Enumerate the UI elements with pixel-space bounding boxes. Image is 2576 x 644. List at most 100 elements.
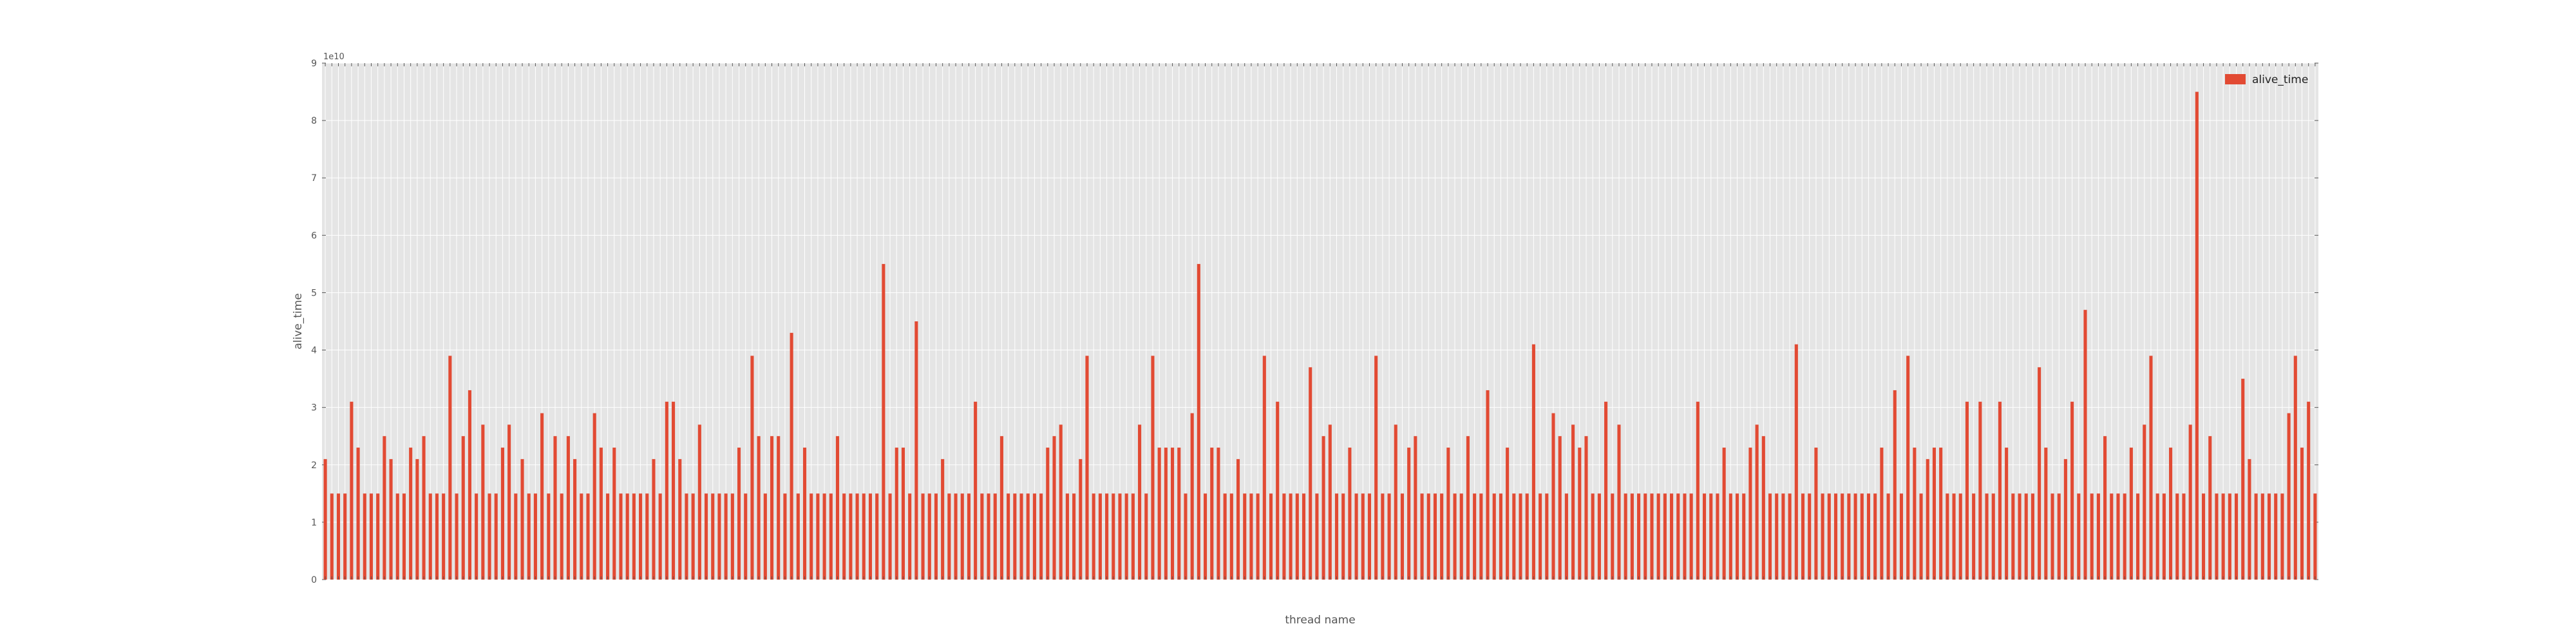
bar — [468, 390, 471, 580]
bar — [2103, 436, 2107, 580]
bar — [737, 448, 741, 580]
bar — [1551, 413, 1555, 580]
y-axis-label: alive_time — [292, 293, 305, 349]
bar — [520, 459, 524, 580]
bar — [1531, 344, 1535, 580]
bar — [455, 493, 459, 580]
bar — [2143, 424, 2146, 580]
bar — [704, 493, 708, 580]
bar — [822, 493, 826, 580]
bar — [1144, 493, 1148, 580]
bar — [1032, 493, 1036, 580]
bar — [1190, 413, 1194, 580]
bar — [2038, 367, 2041, 580]
bar — [1282, 493, 1286, 580]
bar — [1400, 493, 1405, 580]
bar — [1348, 448, 1352, 580]
bar — [993, 493, 997, 580]
bar — [1604, 401, 1608, 580]
bar — [2096, 493, 2100, 580]
bar — [1262, 355, 1266, 580]
bar — [1564, 493, 1568, 580]
bar — [685, 493, 688, 580]
bar — [2110, 493, 2114, 580]
bar — [1479, 493, 1483, 580]
legend-swatch — [2225, 74, 2246, 84]
bar — [1683, 493, 1687, 580]
bar — [415, 459, 419, 580]
bar — [901, 448, 905, 580]
bar — [1913, 448, 1917, 580]
bar — [330, 493, 334, 580]
bar — [507, 424, 511, 580]
bar — [2287, 413, 2291, 580]
legend-label: alive_time — [2252, 73, 2308, 86]
bar — [1539, 493, 1542, 580]
bar — [777, 436, 781, 580]
bar — [947, 493, 951, 580]
bar — [1788, 493, 1792, 580]
bar — [1506, 448, 1510, 580]
bar — [1105, 493, 1109, 580]
bar — [606, 493, 610, 580]
bar — [2024, 493, 2028, 580]
bar — [796, 493, 800, 580]
bar — [2044, 448, 2048, 580]
bar — [2215, 493, 2219, 580]
bar — [2090, 493, 2094, 580]
bar — [1256, 493, 1260, 580]
bar — [1059, 424, 1063, 580]
bar — [1919, 493, 1923, 580]
bar — [652, 459, 656, 580]
bar — [1801, 493, 1805, 580]
bar — [790, 332, 793, 580]
bar — [560, 493, 564, 580]
bar — [1519, 493, 1522, 580]
bar — [1696, 401, 1700, 580]
bar — [1965, 401, 1969, 580]
bar — [2070, 401, 2074, 580]
bar — [2031, 493, 2034, 580]
bar — [1269, 493, 1273, 580]
bar — [573, 459, 577, 580]
bar — [835, 436, 840, 580]
bar — [960, 493, 964, 580]
bar — [783, 493, 787, 580]
bar — [711, 493, 715, 580]
bar — [1499, 493, 1502, 580]
bar — [1702, 493, 1707, 580]
bar — [1394, 424, 1397, 580]
bar — [1663, 493, 1667, 580]
bar — [1433, 493, 1437, 580]
bar — [1453, 493, 1457, 580]
bar — [1007, 493, 1010, 580]
bar — [1709, 493, 1713, 580]
bar — [1656, 493, 1660, 580]
bar — [442, 493, 446, 580]
bar — [533, 493, 537, 580]
bar — [592, 413, 596, 580]
bar — [1019, 493, 1023, 580]
bar — [2241, 379, 2245, 580]
bar — [395, 493, 399, 580]
bar — [1229, 493, 1233, 580]
bar — [350, 401, 354, 580]
bar — [1092, 493, 1095, 580]
bar — [1775, 493, 1779, 580]
y-tick-label: 8 — [311, 116, 317, 126]
bar — [810, 493, 813, 580]
bar — [1932, 448, 1937, 580]
bar — [2063, 459, 2067, 580]
bar — [1841, 493, 1844, 580]
bar — [2175, 493, 2179, 580]
bar — [770, 436, 774, 580]
bar — [744, 493, 748, 580]
bar — [369, 493, 374, 580]
bar — [1978, 401, 1982, 580]
bar — [376, 493, 380, 580]
bar — [882, 263, 886, 580]
bar — [1860, 493, 1864, 580]
bar — [481, 424, 485, 580]
bar — [2248, 459, 2251, 580]
